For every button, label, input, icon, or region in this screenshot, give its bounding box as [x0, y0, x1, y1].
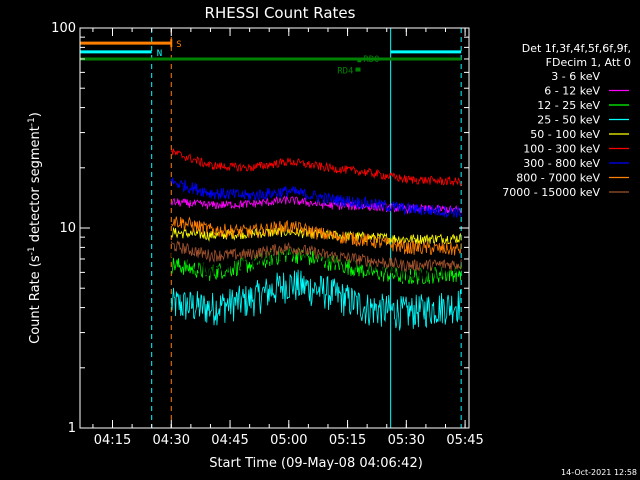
x-tick-label: 04:45	[211, 433, 248, 448]
legend-label: 25 - 50 keV	[537, 114, 600, 127]
y-axis: 1 10 100	[51, 21, 469, 436]
chart-title: RHESSI Count Rates	[205, 4, 356, 22]
legend-header-line-1: Det 1f,3f,4f,5f,6f,9f,	[522, 42, 631, 55]
y-tick-label: 100	[51, 21, 76, 36]
legend: Det 1f,3f,4f,5f,6f,9f, FDecim 1, Att 0 3…	[502, 42, 631, 199]
legend-label: 12 - 25 keV	[537, 99, 600, 112]
series-line	[170, 148, 462, 187]
legend-label: 7000 - 15000 keV	[502, 186, 600, 199]
x-tick-label: 05:30	[388, 433, 425, 448]
series-line	[170, 241, 462, 283]
y-axis-label: Count Rate (s-1 detector segment-1)	[27, 112, 43, 344]
legend-label: 3 - 6 keV	[551, 70, 600, 83]
series-line	[170, 216, 462, 256]
rd4-marker	[355, 67, 361, 72]
legend-label: 50 - 100 keV	[530, 128, 600, 141]
legend-header-line-2: FDecim 1, Att 0	[546, 56, 631, 69]
series-line	[170, 269, 462, 331]
x-tick-label: 05:15	[329, 433, 366, 448]
plot-frame	[79, 27, 470, 429]
legend-label: 800 - 7000 keV	[516, 172, 600, 185]
legend-label: 300 - 800 keV	[523, 157, 600, 170]
x-tick-label: 04:15	[94, 433, 131, 448]
x-axis: 04:15 04:30 04:45 05:00 05:15 05:30 05:45	[92, 28, 484, 448]
x-tick-label: 04:30	[153, 433, 190, 448]
rd0-label: RD0	[363, 55, 379, 65]
y-tick-label: 10	[59, 221, 76, 236]
n-label: N	[157, 49, 162, 59]
y-tick-label: 1	[68, 421, 76, 436]
x-tick-label: 05:00	[270, 433, 307, 448]
s-label: S	[176, 40, 181, 50]
footer-date: 14-Oct-2021 12:58	[561, 468, 637, 477]
series-line	[170, 240, 462, 273]
rd4-label: RD4	[337, 67, 353, 77]
plot-area: S N RD0 RD4	[79, 28, 462, 428]
rd0-marker	[357, 58, 362, 63]
series-line	[170, 177, 462, 218]
legend-label: 100 - 300 keV	[523, 143, 600, 156]
legend-label: 6 - 12 keV	[544, 85, 600, 98]
x-tick-label: 05:45	[446, 433, 483, 448]
x-axis-label: Start Time (09-May-08 04:06:42)	[209, 456, 423, 471]
